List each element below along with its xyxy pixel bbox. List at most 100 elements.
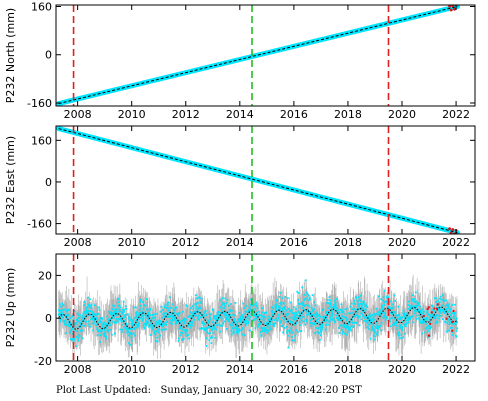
observation-point bbox=[296, 317, 299, 320]
observation-point bbox=[361, 303, 364, 306]
observation-point bbox=[448, 319, 451, 321]
observation-point bbox=[290, 321, 293, 323]
observation-point bbox=[186, 329, 189, 332]
observation-point bbox=[60, 313, 63, 315]
observation-point bbox=[178, 319, 181, 322]
observation-point bbox=[223, 303, 226, 306]
outlier-point bbox=[422, 314, 425, 317]
observation-point bbox=[69, 317, 72, 320]
observation-point bbox=[345, 326, 348, 328]
observation-point bbox=[416, 314, 419, 317]
observation-point bbox=[383, 290, 386, 292]
observation-point bbox=[422, 317, 424, 320]
observation-point bbox=[258, 320, 261, 323]
observation-point bbox=[71, 315, 73, 318]
observation-point bbox=[372, 324, 375, 327]
observation-point bbox=[84, 312, 87, 314]
observation-point bbox=[371, 320, 374, 323]
observation-point bbox=[281, 324, 284, 327]
observation-point bbox=[340, 329, 343, 331]
observation-point bbox=[113, 321, 116, 324]
observation-point bbox=[273, 319, 276, 322]
observation-point bbox=[178, 325, 181, 328]
observation-point bbox=[434, 322, 437, 325]
observation-point bbox=[440, 315, 443, 317]
observation-point bbox=[228, 315, 231, 318]
observation-point bbox=[90, 318, 92, 321]
observation-point bbox=[168, 313, 170, 316]
observation-point bbox=[139, 300, 142, 303]
y-tick-label: -160 bbox=[27, 97, 52, 110]
observation-point bbox=[407, 300, 410, 303]
x-tick-label: 2008 bbox=[64, 236, 92, 249]
observation-point bbox=[237, 330, 240, 333]
observation-point bbox=[398, 337, 401, 340]
observation-point bbox=[353, 313, 356, 316]
observation-point bbox=[175, 306, 178, 309]
observation-point bbox=[143, 327, 146, 330]
observation-point bbox=[294, 323, 296, 326]
observation-point bbox=[329, 302, 332, 304]
observation-point bbox=[288, 316, 291, 319]
observation-point bbox=[361, 314, 364, 317]
observation-point bbox=[258, 310, 260, 313]
observation-point bbox=[74, 329, 77, 332]
observation-point bbox=[170, 313, 173, 316]
observation-point bbox=[135, 323, 138, 326]
observation-point bbox=[200, 297, 203, 300]
observation-point bbox=[312, 310, 314, 313]
observation-point bbox=[166, 321, 168, 324]
observation-point bbox=[182, 319, 184, 322]
observation-point bbox=[370, 323, 373, 325]
observation-point bbox=[161, 316, 163, 319]
observation-point bbox=[356, 311, 359, 314]
observation-point bbox=[275, 309, 277, 312]
observation-point bbox=[282, 331, 284, 334]
observation-point bbox=[277, 316, 280, 319]
observation-point bbox=[303, 299, 306, 302]
observation-point bbox=[104, 331, 107, 334]
observation-point bbox=[217, 316, 220, 319]
observation-point bbox=[232, 327, 235, 330]
observation-point bbox=[85, 312, 88, 315]
observation-point bbox=[123, 315, 126, 318]
observation-point bbox=[433, 297, 436, 300]
observation-point bbox=[288, 329, 291, 332]
observation-point bbox=[137, 317, 140, 320]
observation-point bbox=[151, 314, 154, 316]
observation-point bbox=[71, 328, 74, 331]
observation-point bbox=[340, 303, 343, 306]
y-tick-label: -20 bbox=[34, 355, 52, 368]
observation-point bbox=[344, 313, 347, 315]
observation-point bbox=[82, 319, 85, 322]
observation-point bbox=[380, 322, 383, 324]
observation-point bbox=[346, 318, 349, 320]
observation-point bbox=[114, 308, 117, 311]
observation-point bbox=[420, 310, 423, 312]
observation-point bbox=[396, 317, 399, 320]
observation-point bbox=[380, 329, 383, 332]
observation-point bbox=[435, 297, 437, 300]
panel-frame bbox=[55, 125, 476, 235]
observation-point bbox=[341, 332, 344, 335]
observation-point bbox=[318, 326, 321, 329]
observation-point bbox=[132, 306, 135, 309]
observation-point bbox=[297, 310, 299, 313]
observation-point bbox=[149, 334, 152, 336]
observation-point bbox=[157, 322, 160, 325]
observation-point bbox=[115, 321, 118, 324]
observation-point bbox=[381, 311, 384, 314]
observation-point bbox=[403, 312, 406, 315]
observation-point bbox=[100, 321, 103, 324]
observation-point bbox=[157, 331, 160, 334]
observation-point bbox=[66, 310, 69, 313]
observation-point bbox=[154, 316, 157, 319]
observation-point bbox=[152, 328, 154, 331]
observation-point bbox=[309, 298, 311, 301]
observation-point bbox=[375, 307, 378, 310]
observation-point bbox=[108, 324, 111, 327]
observation-point bbox=[116, 312, 119, 315]
observation-point bbox=[233, 320, 236, 323]
observation-point bbox=[315, 327, 318, 329]
observation-point bbox=[449, 309, 452, 312]
